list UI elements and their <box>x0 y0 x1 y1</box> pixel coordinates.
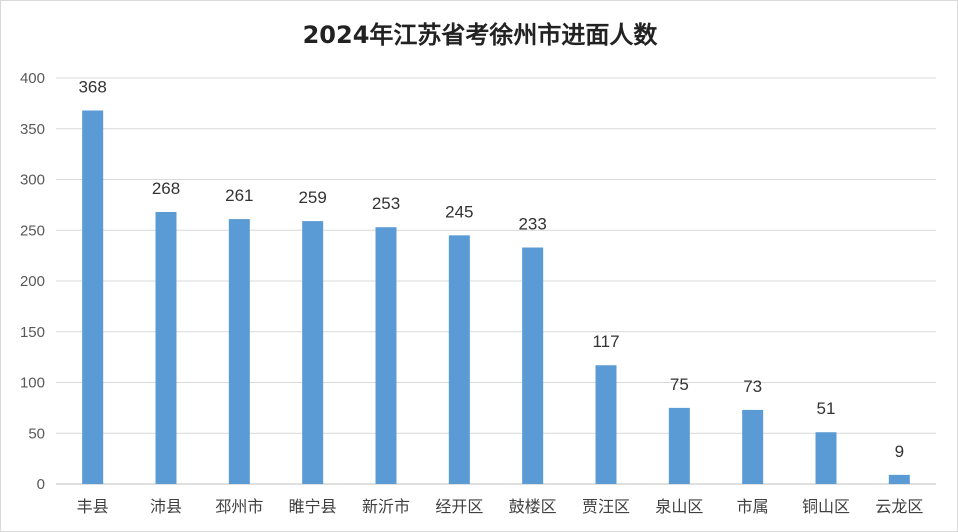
data-label: 368 <box>78 77 106 96</box>
bar <box>228 219 250 484</box>
data-label: 268 <box>152 179 180 198</box>
data-label: 259 <box>298 188 326 207</box>
y-tick-label: 100 <box>20 375 45 392</box>
y-tick-label: 0 <box>37 476 45 493</box>
y-tick-label: 200 <box>20 273 45 290</box>
data-label: 245 <box>445 202 473 221</box>
bar <box>522 247 544 484</box>
x-axis-categories: 丰县 沛县 邳州市 睢宁县 新沂市 经开区 鼓楼区 贾汪区 泉山区 市属 铜山区 云龙区 <box>77 497 924 516</box>
chart-title: 2024年江苏省考徐州市进面人数 <box>303 21 659 49</box>
x-category-label: 铜山区 <box>802 497 850 516</box>
data-labels: 368 268 261 259 253 245 233 117 75 73 51 9 <box>78 77 904 460</box>
data-label: 73 <box>743 377 762 396</box>
x-category-label: 睢宁县 <box>289 497 337 516</box>
x-category-label: 新沂市 <box>362 497 410 516</box>
bars <box>82 110 910 485</box>
bar <box>888 474 910 484</box>
bar <box>82 110 104 484</box>
bar <box>155 211 177 485</box>
x-category-label: 市属 <box>737 497 769 516</box>
bar <box>302 221 324 485</box>
gridlines <box>56 77 936 485</box>
data-label: 9 <box>895 442 904 461</box>
bar <box>668 407 690 484</box>
bar <box>375 227 397 484</box>
y-tick-label: 50 <box>28 425 45 442</box>
y-tick-label: 350 <box>20 121 45 138</box>
x-category-label: 鼓楼区 <box>509 497 557 516</box>
y-tick-label: 250 <box>20 222 45 239</box>
y-tick-label: 300 <box>20 172 45 189</box>
x-category-label: 邳州市 <box>215 497 263 516</box>
x-category-label: 云龙区 <box>875 497 923 516</box>
x-category-label: 沛县 <box>150 497 182 516</box>
bar <box>742 409 764 484</box>
x-category-label: 丰县 <box>77 497 109 516</box>
x-category-label: 贾汪区 <box>582 497 630 516</box>
bar <box>595 365 617 484</box>
bar <box>815 432 837 484</box>
y-tick-label: 150 <box>20 324 45 341</box>
data-label: 233 <box>518 215 546 234</box>
bar <box>448 235 470 484</box>
data-label: 117 <box>592 332 619 351</box>
y-tick-label: 400 <box>20 70 45 87</box>
x-category-label: 泉山区 <box>655 497 703 516</box>
x-category-label: 经开区 <box>435 497 483 516</box>
data-label: 51 <box>817 399 836 418</box>
y-axis-ticks: 0 50 100 150 200 250 300 350 400 <box>20 70 45 493</box>
data-label: 253 <box>372 194 400 213</box>
data-label: 261 <box>225 186 253 205</box>
data-label: 75 <box>670 375 689 394</box>
